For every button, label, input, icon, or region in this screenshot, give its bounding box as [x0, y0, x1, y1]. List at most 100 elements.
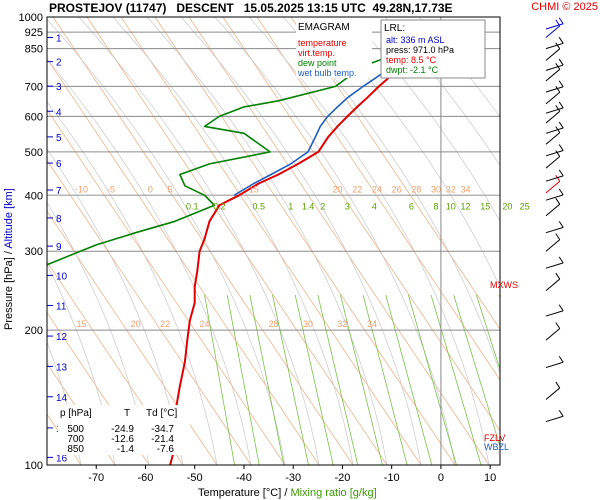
- upper-adiabat-label: 28: [268, 319, 278, 329]
- mid-adiabat-label: 32: [446, 184, 456, 194]
- level-table-td-850: -7.6: [157, 444, 175, 455]
- altitude-tick-label: 1: [56, 33, 62, 44]
- wind-barb-flag: [558, 409, 564, 417]
- altitude-tick-label: 11: [56, 302, 67, 313]
- mixing-ratio-label: 3: [345, 201, 350, 211]
- level-table-p-700: 700: [67, 434, 84, 445]
- level-table-td-700: -21.4: [151, 434, 174, 445]
- dry-adiabat-line: [154, 17, 456, 465]
- wind-barb-staff: [545, 23, 564, 30]
- wind-barb-staff: [545, 415, 564, 423]
- mixing-ratio-line: [362, 294, 408, 465]
- mixing-ratio-line: [453, 294, 500, 448]
- mid-adiabat-label: 20: [333, 184, 343, 194]
- saturated-adiabat-line: [248, 17, 490, 465]
- pressure-tick-label: 400: [25, 190, 43, 202]
- mixing-ratio-label: 4: [372, 201, 377, 211]
- wind-barb-flag: [558, 80, 564, 87]
- pressure-tick-label: 850: [25, 44, 43, 56]
- wind-barb-flag: [555, 272, 561, 280]
- legend-item-temperature: temperature: [298, 38, 347, 48]
- mid-adiabat-label: 26: [392, 184, 402, 194]
- pressure-tick-label: 100: [25, 460, 43, 472]
- wind-barb-flag: [558, 169, 564, 177]
- x-tick-label: 0: [438, 472, 444, 484]
- saturated-adiabat-line: [180, 17, 422, 465]
- wind-barb-staff: [545, 68, 561, 82]
- upper-adiabat-label: 30: [303, 319, 313, 329]
- level-table-header-td: Td [°C]: [146, 408, 177, 419]
- x-tick-label: -60: [138, 472, 154, 484]
- upper-adiabat-label: 20: [131, 319, 141, 329]
- wind-barb-flag: [555, 322, 561, 329]
- mixing-ratio-label: 12: [461, 201, 471, 211]
- wind-barb-flag: [558, 355, 564, 363]
- altitude-tick-label: 16: [56, 453, 68, 464]
- dry-adiabat-line: [86, 17, 388, 465]
- wind-barb-flag: [558, 37, 564, 44]
- wind-barb-flag: [555, 42, 561, 50]
- mixing-ratio-line: [340, 294, 383, 465]
- mixing-ratio-label: 10: [446, 201, 456, 211]
- level-table: p [hPa] T Td [°C] 500 -24.9 -34.7 700 -1…: [58, 405, 190, 455]
- mixing-ratio-line: [249, 294, 285, 465]
- altitude-tick-label: 8: [56, 214, 62, 225]
- fzl-label: FZLV: [484, 433, 505, 443]
- mid-adiabat-label: 15: [249, 184, 259, 194]
- altitude-tick-label: 7: [56, 186, 62, 197]
- wind-barb-flag: [558, 188, 564, 196]
- saturated-adiabat-line: [47, 201, 150, 465]
- wind-barb-flag: [555, 85, 561, 93]
- saturated-adiabat-line: [78, 17, 320, 465]
- lrl-temperature: temp: 8.5 °C: [386, 55, 437, 65]
- level-table-p-850: 850: [67, 444, 84, 455]
- saturated-adiabat-line: [146, 17, 388, 465]
- dry-adiabat-line: [47, 159, 252, 465]
- mixing-ratio-line: [272, 294, 309, 465]
- upper-adiabat-label: 22: [160, 319, 170, 329]
- pressure-tick-label: 700: [25, 81, 43, 93]
- pressure-tick-label: 500: [25, 147, 43, 159]
- legend-background: [296, 18, 372, 78]
- upper-adiabat-label: 34: [367, 319, 377, 329]
- upper-adiabat-label: 15: [76, 319, 86, 329]
- upper-adiabat-label: 32: [337, 319, 347, 329]
- altitude-tick-label: 14: [56, 393, 68, 404]
- wind-barb-staff: [545, 361, 564, 369]
- x-tick-label: -70: [88, 472, 104, 484]
- axes: -70 -60 -50 -40 -30 -20 -10 0 101002003004005006…: [19, 12, 530, 484]
- altitude-tick-label: 4: [56, 107, 62, 118]
- saturated-adiabat-line: [384, 17, 500, 167]
- altitude-tick-label: 2: [56, 58, 62, 69]
- y-axis-title-altitude: Altitude [km]: [3, 188, 15, 249]
- wind-barb-staff: [545, 156, 561, 169]
- altitude-tick-label: 3: [56, 82, 62, 93]
- dry-adiabat-line: [256, 17, 500, 381]
- lrl-altitude: alt: 336 m ASL: [386, 35, 445, 45]
- mixing-ratio-label: 2: [320, 201, 325, 211]
- saturated-adiabat-line: [47, 341, 82, 465]
- pressure-tick-label: 925: [25, 27, 43, 39]
- grid-lines: [47, 17, 500, 465]
- chart-title: PROSTEJOV (11747) DESCENT 15.05.2025 13:…: [49, 1, 453, 15]
- wind-barb-flag: [558, 58, 564, 66]
- level-table-t-500: -24.9: [111, 424, 134, 435]
- altitude-tick-label: 10: [56, 271, 68, 282]
- wind-barb-staff: [545, 175, 564, 182]
- wind-barb-staff: [545, 42, 564, 50]
- altitude-tick-label: 12: [56, 332, 68, 343]
- y-axis-title-separator: /: [3, 249, 15, 258]
- mixing-ratio-label: 6: [409, 201, 414, 211]
- lrl-title: LRL:: [384, 23, 405, 34]
- mid-adiabat-label: 5: [168, 184, 173, 194]
- mixing-ratio-line: [204, 294, 235, 465]
- altitude-tick-label: 6: [56, 159, 62, 170]
- mixing-ratio-line: [226, 294, 260, 465]
- mxws-label: MXWS: [490, 280, 518, 290]
- x-tick-label: -10: [384, 472, 400, 484]
- wbzl-label: WBZL: [484, 442, 509, 452]
- saturated-adiabat-line: [112, 17, 354, 465]
- saturated-adiabat-line: [282, 17, 500, 375]
- wind-barb-flag: [555, 381, 561, 389]
- level-table-p-500: 500: [67, 424, 84, 435]
